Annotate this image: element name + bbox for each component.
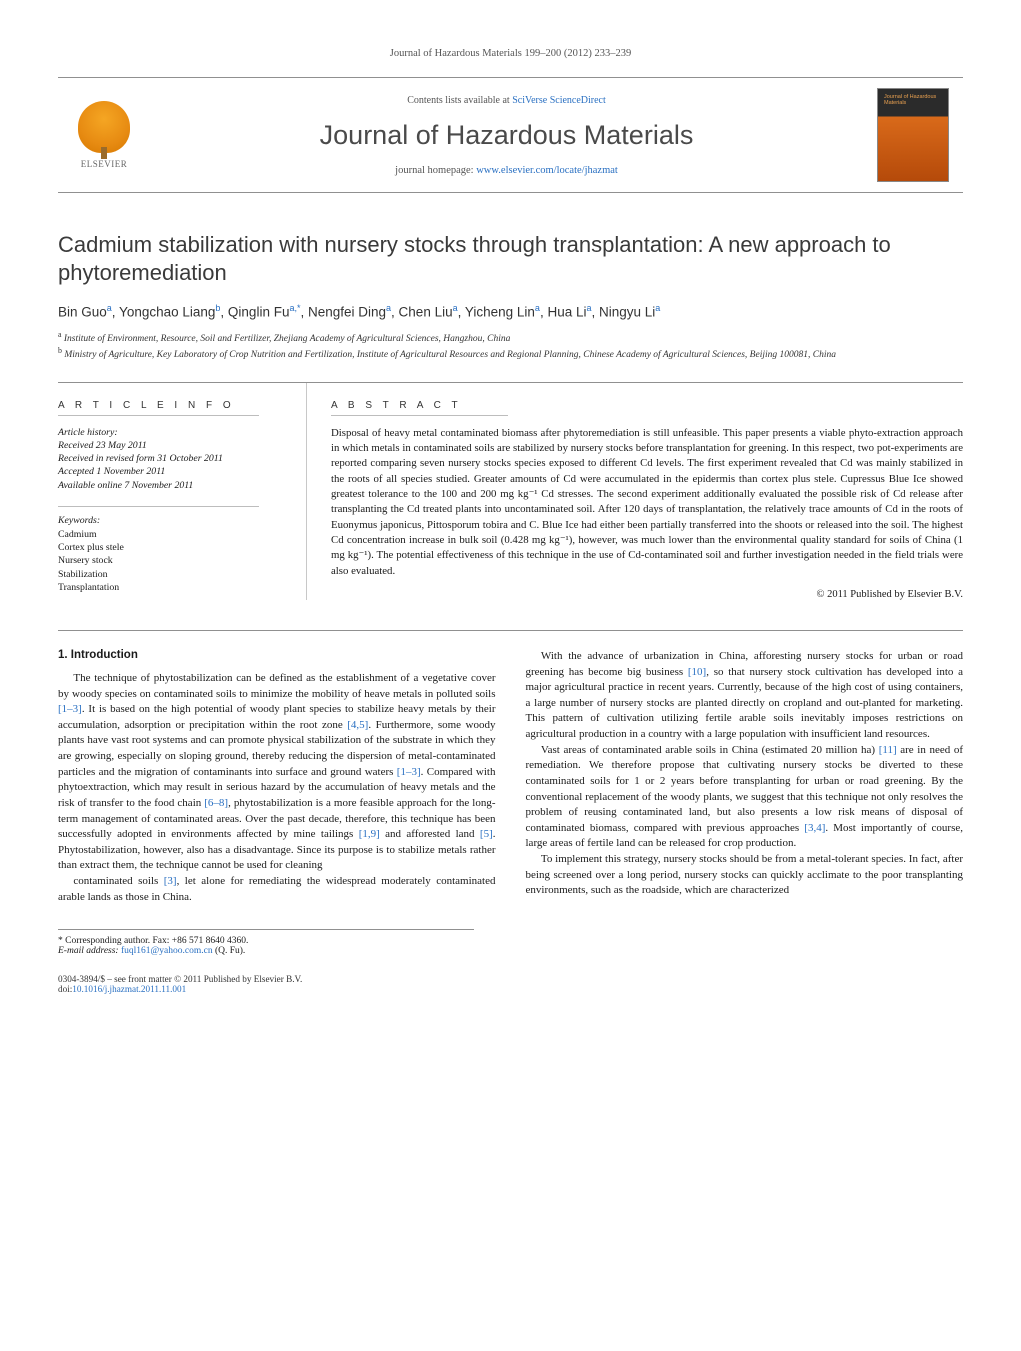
email-suffix: (Q. Fu). <box>213 946 246 956</box>
email-label: E-mail address: <box>58 946 121 956</box>
article-info-heading: A R T I C L E I N F O <box>58 400 259 416</box>
history-line: Received in revised form 31 October 2011 <box>58 452 276 465</box>
body-paragraph: To implement this strategy, nursery stoc… <box>526 852 964 899</box>
affiliations: a Institute of Environment, Resource, So… <box>58 330 963 362</box>
keyword: Cortex plus stele <box>58 541 276 554</box>
keyword: Cadmium <box>58 528 276 541</box>
sciencedirect-link[interactable]: SciVerse ScienceDirect <box>512 95 606 106</box>
citation-link[interactable]: [4,5] <box>347 719 368 731</box>
abstract-copyright: © 2011 Published by Elsevier B.V. <box>331 589 963 600</box>
keywords-list: CadmiumCortex plus steleNursery stockSta… <box>58 528 276 594</box>
cover-label: Journal of Hazardous Materials <box>884 94 948 106</box>
body-paragraph: contaminated soils [3], let alone for re… <box>58 874 496 905</box>
contents-prefix: Contents lists available at <box>407 95 512 106</box>
article-info-column: A R T I C L E I N F O Article history: R… <box>58 397 276 600</box>
abstract-column: A B S T R A C T Disposal of heavy metal … <box>306 397 963 600</box>
body-columns: 1. Introduction The technique of phytost… <box>58 649 963 905</box>
keyword: Transplantation <box>58 581 276 594</box>
keywords-label: Keywords: <box>58 515 276 526</box>
citation-link[interactable]: [1,9] <box>359 828 380 840</box>
citation-link[interactable]: [3,4] <box>804 822 825 834</box>
masthead-center: Contents lists available at SciVerse Sci… <box>152 95 861 176</box>
email-link[interactable]: fuql161@yahoo.com.cn <box>121 946 213 956</box>
body-paragraph: With the advance of urbanization in Chin… <box>526 649 964 743</box>
homepage-line: journal homepage: www.elsevier.com/locat… <box>152 165 861 176</box>
doi-link[interactable]: 10.1016/j.jhazmat.2011.11.001 <box>72 984 186 994</box>
citation-link[interactable]: [1–3] <box>397 766 421 778</box>
history-line: Accepted 1 November 2011 <box>58 465 276 478</box>
homepage-link[interactable]: www.elsevier.com/locate/jhazmat <box>476 165 618 176</box>
running-head: Journal of Hazardous Materials 199–200 (… <box>58 48 963 59</box>
masthead: ELSEVIER Contents lists available at Sci… <box>58 77 963 193</box>
page-footer: 0304-3894/$ – see front matter © 2011 Pu… <box>58 974 963 994</box>
footer-copyright: 0304-3894/$ – see front matter © 2011 Pu… <box>58 974 963 984</box>
affiliation-line: a Institute of Environment, Resource, So… <box>58 330 963 346</box>
citation-link[interactable]: [6–8] <box>204 797 228 809</box>
footnotes: * Corresponding author. Fax: +86 571 864… <box>58 929 474 956</box>
affiliation-line: b Ministry of Agriculture, Key Laborator… <box>58 346 963 362</box>
section-heading-intro: 1. Introduction <box>58 649 496 661</box>
body-divider <box>58 630 963 631</box>
corresponding-author-note: * Corresponding author. Fax: +86 571 864… <box>58 936 474 946</box>
divider <box>58 506 259 507</box>
homepage-prefix: journal homepage: <box>395 165 476 176</box>
abstract-heading: A B S T R A C T <box>331 400 508 416</box>
body-paragraph: Vast areas of contaminated arable soils … <box>526 743 964 852</box>
authors-line: Bin Guoa, Yongchao Liangb, Qinglin Fua,*… <box>58 303 963 320</box>
journal-cover-thumb: Journal of Hazardous Materials <box>877 88 949 182</box>
footer-doi-line: doi:10.1016/j.jhazmat.2011.11.001 <box>58 984 963 994</box>
abstract-text: Disposal of heavy metal contaminated bio… <box>331 426 963 579</box>
citation-link[interactable]: [1–3] <box>58 703 82 715</box>
elsevier-logo: ELSEVIER <box>72 99 136 171</box>
doi-label: doi: <box>58 984 72 994</box>
citation-link[interactable]: [5] <box>480 828 493 840</box>
article-history: Article history: Received 23 May 2011 Re… <box>58 426 276 492</box>
keyword: Stabilization <box>58 568 276 581</box>
body-paragraph: The technique of phytostabilization can … <box>58 671 496 874</box>
contents-line: Contents lists available at SciVerse Sci… <box>152 95 861 106</box>
elsevier-tree-icon <box>78 101 130 153</box>
history-label: Article history: <box>58 426 276 439</box>
citation-link[interactable]: [11] <box>879 744 897 756</box>
keyword: Nursery stock <box>58 554 276 567</box>
elsevier-wordmark: ELSEVIER <box>81 159 128 169</box>
citation-link[interactable]: [3] <box>164 875 177 887</box>
journal-name: Journal of Hazardous Materials <box>152 120 861 151</box>
article-title: Cadmium stabilization with nursery stock… <box>58 231 963 287</box>
email-line: E-mail address: fuql161@yahoo.com.cn (Q.… <box>58 946 474 956</box>
history-line: Available online 7 November 2011 <box>58 479 276 492</box>
history-line: Received 23 May 2011 <box>58 439 276 452</box>
citation-link[interactable]: [10] <box>688 666 706 678</box>
